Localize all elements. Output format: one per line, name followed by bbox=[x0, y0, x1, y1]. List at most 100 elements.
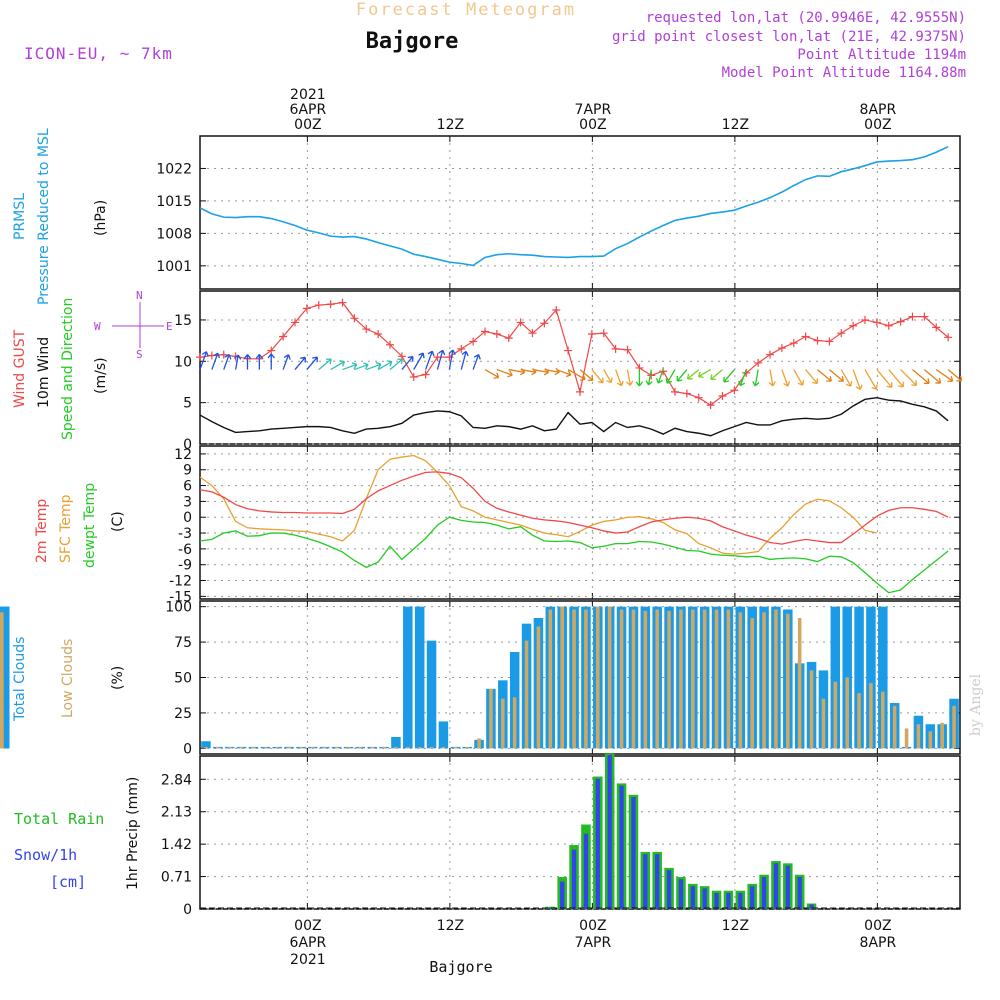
gust-marker bbox=[706, 401, 715, 410]
total-cloud-bar bbox=[0, 722, 10, 749]
bottom-time-label: 00Z bbox=[579, 918, 606, 934]
wind-arrow bbox=[496, 368, 513, 378]
wind-arrow bbox=[635, 369, 644, 387]
wind-arrow bbox=[472, 353, 481, 370]
total-cloud-bar bbox=[866, 606, 876, 749]
low-cloud-bar bbox=[417, 746, 422, 749]
y-tick-label: 1015 bbox=[156, 194, 192, 210]
gust-marker bbox=[884, 321, 893, 330]
wind-arrow bbox=[768, 369, 776, 387]
gust-marker bbox=[599, 329, 608, 338]
low-cloud-bar bbox=[857, 693, 861, 749]
low-cloud-bar bbox=[346, 746, 351, 749]
bottom-time-label: 00Z bbox=[294, 918, 321, 934]
snow-bar bbox=[773, 863, 779, 909]
wind-arrow bbox=[282, 354, 291, 370]
wind-arrow bbox=[330, 360, 346, 371]
low-cloud-bar bbox=[738, 612, 743, 749]
compass-n: N bbox=[136, 289, 143, 302]
gust-marker bbox=[564, 346, 573, 355]
total-cloud-bar bbox=[391, 737, 401, 749]
wind-arrow bbox=[781, 369, 791, 387]
gust-marker bbox=[481, 327, 489, 336]
y-tick-label: 0 bbox=[183, 437, 192, 453]
low-cloud-bar bbox=[512, 697, 517, 749]
snow-bar bbox=[548, 908, 553, 909]
bottom-time-label: 12Z bbox=[437, 918, 464, 934]
top-time-label: 6APR bbox=[290, 102, 327, 118]
wind-arrow bbox=[805, 369, 818, 385]
gust-marker bbox=[896, 317, 905, 326]
wind-arrow bbox=[556, 368, 572, 378]
low-cloud-bar bbox=[940, 722, 944, 749]
compass-w: W bbox=[94, 320, 101, 333]
wind-arrow bbox=[342, 362, 358, 371]
y-tick-label: 12 bbox=[174, 447, 192, 463]
gust-marker bbox=[540, 319, 549, 328]
low-cloud-bar bbox=[548, 609, 553, 749]
total-cloud-bar bbox=[414, 606, 425, 749]
label-pressure-reduced: Pressure Reduced to MSL bbox=[36, 128, 52, 305]
low-cloud-bar bbox=[607, 606, 612, 749]
low-cloud-bar bbox=[204, 746, 208, 749]
location-title: Bajgore bbox=[366, 29, 459, 54]
label-low-clouds: Low Clouds bbox=[60, 639, 76, 718]
snow-bar bbox=[809, 904, 814, 909]
low-cloud-bar bbox=[441, 746, 446, 749]
low-cloud-bar bbox=[382, 746, 386, 749]
low-cloud-bar bbox=[655, 609, 659, 749]
gust-marker bbox=[587, 330, 596, 339]
wind-arrow bbox=[425, 350, 435, 370]
gust-marker bbox=[861, 315, 869, 324]
wind-arrow bbox=[615, 369, 624, 387]
top-time-label: 8APR bbox=[860, 102, 897, 118]
temp-2m-line bbox=[199, 471, 949, 545]
gust-marker bbox=[801, 332, 810, 341]
low-cloud-bar bbox=[239, 746, 244, 749]
label-1hr-precip: 1hr Precip (mm) bbox=[125, 777, 141, 890]
gust-marker bbox=[694, 393, 703, 402]
gust-marker bbox=[813, 336, 822, 345]
label-10m-wind: 10m Wind bbox=[36, 337, 52, 408]
bottom-time-label: 6APR bbox=[290, 935, 327, 951]
y-tick-label: -12 bbox=[169, 574, 192, 590]
wind-arrow bbox=[710, 369, 723, 380]
snow-bar bbox=[714, 893, 719, 909]
low-cloud-bar bbox=[797, 618, 802, 749]
grid-wind: 0 5 10 15 bbox=[174, 291, 960, 453]
snow-bar bbox=[643, 854, 648, 909]
low-cloud-bar bbox=[833, 681, 838, 749]
gust-marker bbox=[457, 344, 466, 353]
gust-marker bbox=[338, 298, 347, 307]
low-cloud-bar bbox=[750, 618, 754, 749]
low-cloud-bar bbox=[0, 612, 4, 749]
wind-arrow bbox=[817, 369, 832, 382]
gust-marker bbox=[469, 337, 478, 346]
wind-arrow bbox=[876, 369, 893, 388]
gust-marker bbox=[908, 312, 917, 321]
panel-temp-frame bbox=[199, 445, 961, 600]
gust-marker bbox=[196, 353, 204, 362]
grid-precip: 0 0.71 1.42 2.13 2.84 bbox=[161, 756, 960, 918]
low-cloud-bar bbox=[584, 609, 588, 749]
snow-bar bbox=[785, 865, 790, 909]
top-time-label: 12Z bbox=[437, 117, 464, 133]
gust-marker bbox=[611, 344, 620, 353]
low-cloud-bar bbox=[251, 746, 256, 749]
wind-arrow bbox=[676, 369, 688, 382]
panel-pressure-frame bbox=[199, 135, 961, 290]
gust-marker bbox=[350, 314, 359, 323]
wind-arrow bbox=[243, 354, 252, 370]
snow-bar bbox=[738, 893, 743, 909]
wind-arrow bbox=[686, 369, 700, 380]
y-tick-label: 0 bbox=[183, 741, 192, 757]
low-cloud-bar bbox=[691, 609, 695, 749]
gust-marker bbox=[576, 387, 584, 396]
low-cloud-bar bbox=[334, 746, 339, 749]
wind-arrow bbox=[354, 362, 369, 371]
label-precip: Total Rain Snow/1h [cm] 1hr Precip (mm) bbox=[14, 777, 141, 891]
wind-arrow bbox=[255, 353, 264, 370]
product-title: Forecast Meteogram bbox=[356, 0, 576, 20]
total-cloud-bar bbox=[854, 606, 864, 749]
